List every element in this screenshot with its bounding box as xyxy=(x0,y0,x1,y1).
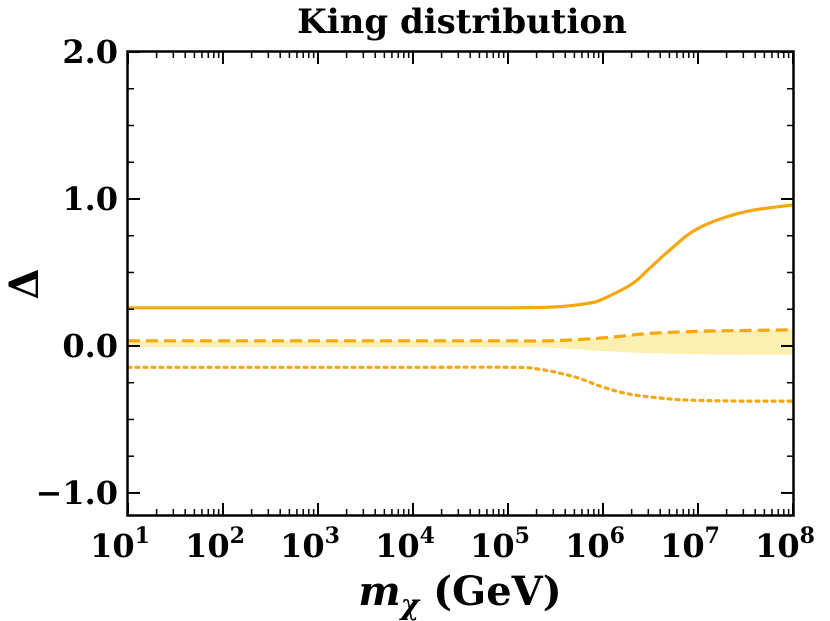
series-line-dashed xyxy=(128,328,794,343)
x-axis-unit: (GeV) xyxy=(433,568,562,615)
series-line-solid xyxy=(127,203,794,310)
series-layer xyxy=(126,203,795,403)
x-axis-subscript: χ xyxy=(399,588,421,621)
x-tick-base: 10 xyxy=(660,527,705,565)
x-tick-exponent: 4 xyxy=(420,523,435,549)
tick-layer xyxy=(127,51,794,515)
y-tick-label: −1.0 xyxy=(36,474,118,512)
x-tick-exponent: 5 xyxy=(515,523,530,549)
x-tick-base: 10 xyxy=(755,527,800,565)
x-tick-label: 105 xyxy=(470,523,530,565)
x-tick-base: 10 xyxy=(565,527,610,565)
x-tick-exponent: 7 xyxy=(705,523,720,549)
x-tick-exponent: 8 xyxy=(800,523,815,549)
y-tick-label: 2.0 xyxy=(62,33,118,71)
x-axis-label: mχ (GeV) xyxy=(358,568,561,621)
x-tick-label: 102 xyxy=(185,523,245,565)
x-tick-exponent: 3 xyxy=(325,523,340,549)
y-tick-label: 0.0 xyxy=(62,327,118,365)
series-line-dotted xyxy=(126,365,795,403)
x-tick-label: 106 xyxy=(565,523,625,565)
x-tick-label: 107 xyxy=(660,523,720,565)
x-tick-exponent: 1 xyxy=(135,523,150,549)
x-tick-base: 10 xyxy=(185,527,230,565)
x-tick-label: 101 xyxy=(90,523,150,565)
x-tick-label: 104 xyxy=(375,523,435,565)
x-tick-exponent: 2 xyxy=(230,523,245,549)
x-axis-symbol: m xyxy=(358,568,400,615)
x-tick-exponent: 6 xyxy=(610,523,625,549)
x-tick-base: 10 xyxy=(470,527,515,565)
y-axis-label: Δ xyxy=(1,268,48,299)
x-tick-label: 108 xyxy=(755,523,815,565)
x-tick-base: 10 xyxy=(90,527,135,565)
x-tick-labels: 101 102 103 104 105 106 107 108 xyxy=(90,523,815,565)
y-tick-label: 1.0 xyxy=(62,180,118,218)
chart-title: King distribution xyxy=(297,2,627,42)
x-tick-base: 10 xyxy=(375,527,420,565)
plot-frame xyxy=(126,50,795,517)
y-tick-labels: 2.0 1.0 0.0 −1.0 xyxy=(36,33,118,512)
x-tick-label: 103 xyxy=(280,523,340,565)
x-tick-base: 10 xyxy=(280,527,325,565)
